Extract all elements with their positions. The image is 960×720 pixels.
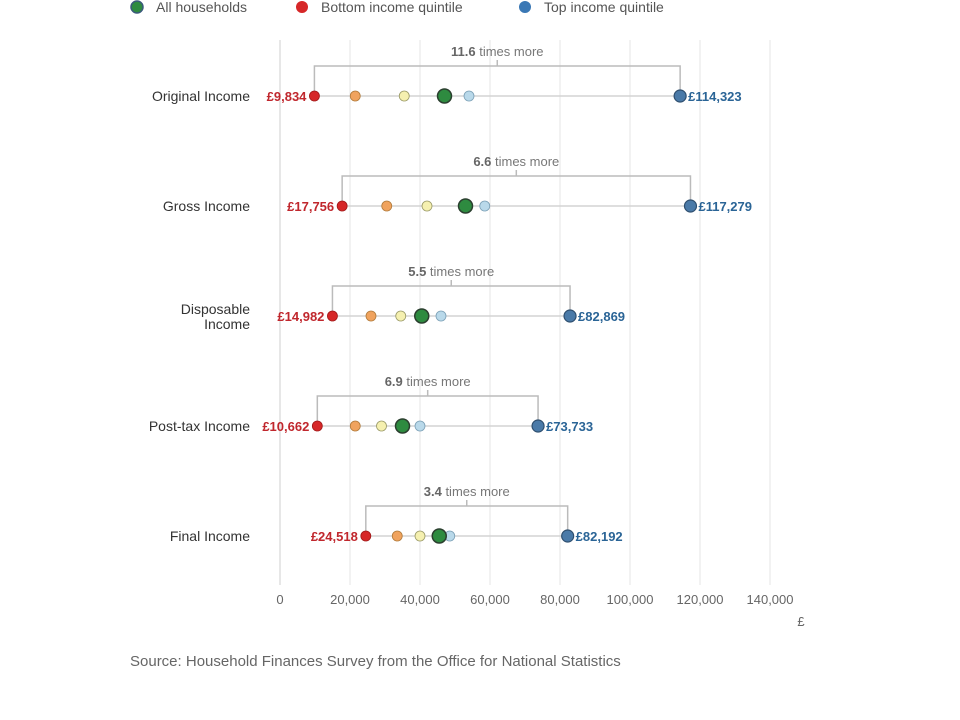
ratio-bracket — [313, 65, 681, 91]
x-tick-label: 0 — [276, 592, 283, 607]
x-tick-label: 20,000 — [330, 592, 370, 607]
income-dot-plot: All households Bottom income quintile Top … — [130, 0, 805, 629]
top-quintile-dot — [673, 89, 687, 103]
bottom-quintile-value: £14,982 — [277, 309, 324, 324]
quintile-3-dot — [414, 530, 426, 542]
all-households-dot — [436, 88, 453, 104]
top-quintile-value: £82,192 — [576, 529, 623, 544]
legend-marker-2 — [519, 1, 531, 13]
ratio-bracket — [365, 505, 569, 531]
x-unit-label: £ — [797, 614, 805, 629]
ratio-label: 11.6 times more — [451, 44, 544, 59]
ratio-label: 6.6 times more — [473, 154, 559, 169]
quintile-2-dot — [349, 420, 361, 432]
top-quintile-value: £117,279 — [698, 199, 752, 214]
top-quintile-dot — [561, 529, 575, 543]
all-households-dot — [431, 528, 447, 544]
legend-marker-0 — [130, 0, 144, 14]
row-label: Original Income — [152, 88, 250, 104]
legend-marker-1 — [296, 1, 308, 13]
bottom-quintile-value: £10,662 — [262, 419, 309, 434]
top-quintile-value: £82,869 — [578, 309, 625, 324]
bottom-quintile-dot — [360, 530, 372, 542]
ratio-label: 3.4 times more — [424, 484, 510, 499]
legend-label-2: Top income quintile — [544, 0, 664, 15]
quintile-2-dot — [349, 90, 361, 102]
top-quintile-dot — [531, 419, 545, 433]
top-quintile-dot — [563, 309, 577, 323]
x-tick-label: 140,000 — [747, 592, 794, 607]
quintile-4-dot — [435, 310, 447, 322]
ratio-bracket — [331, 285, 571, 311]
x-tick-label: 100,000 — [607, 592, 654, 607]
all-households-dot — [394, 418, 411, 434]
row-label: Gross Income — [163, 198, 250, 214]
top-quintile-value: £73,733 — [546, 419, 593, 434]
quintile-3-dot — [398, 90, 410, 102]
row-label: Disposable Income — [181, 301, 250, 332]
all-households-dot — [414, 308, 430, 324]
x-tick-label: 60,000 — [470, 592, 510, 607]
x-tick-label: 80,000 — [540, 592, 580, 607]
top-quintile-value: £114,323 — [688, 89, 742, 104]
bottom-quintile-value: £24,518 — [311, 529, 358, 544]
ratio-bracket — [341, 175, 692, 201]
legend-label-0: All households — [156, 0, 247, 15]
quintile-2-dot — [365, 310, 377, 322]
quintile-2-dot — [381, 200, 393, 212]
ratio-label: 5.5 times more — [408, 264, 494, 279]
bottom-quintile-dot — [327, 310, 338, 322]
quintile-2-dot — [391, 530, 403, 542]
bottom-quintile-dot — [311, 420, 323, 432]
quintile-3-dot — [421, 200, 433, 212]
x-tick-label: 40,000 — [400, 592, 440, 607]
bottom-quintile-dot — [309, 90, 320, 102]
quintile-4-dot — [463, 90, 475, 102]
quintile-3-dot — [376, 420, 387, 432]
all-households-dot — [457, 198, 474, 214]
bottom-quintile-value: £17,756 — [287, 199, 334, 214]
quintile-4-dot — [479, 200, 491, 212]
bottom-quintile-dot — [336, 200, 348, 212]
top-quintile-dot — [683, 199, 698, 213]
legend-label-1: Bottom income quintile — [321, 0, 463, 15]
source-note: Source: Household Finances Survey from t… — [130, 653, 621, 670]
x-tick-label: 120,000 — [677, 592, 724, 607]
quintile-3-dot — [395, 310, 407, 322]
quintile-4-dot — [414, 420, 426, 432]
ratio-label: 6.9 times more — [385, 374, 471, 389]
row-label: Post-tax Income — [149, 418, 250, 434]
bottom-quintile-value: £9,834 — [267, 89, 308, 104]
row-label: Final Income — [170, 528, 250, 544]
